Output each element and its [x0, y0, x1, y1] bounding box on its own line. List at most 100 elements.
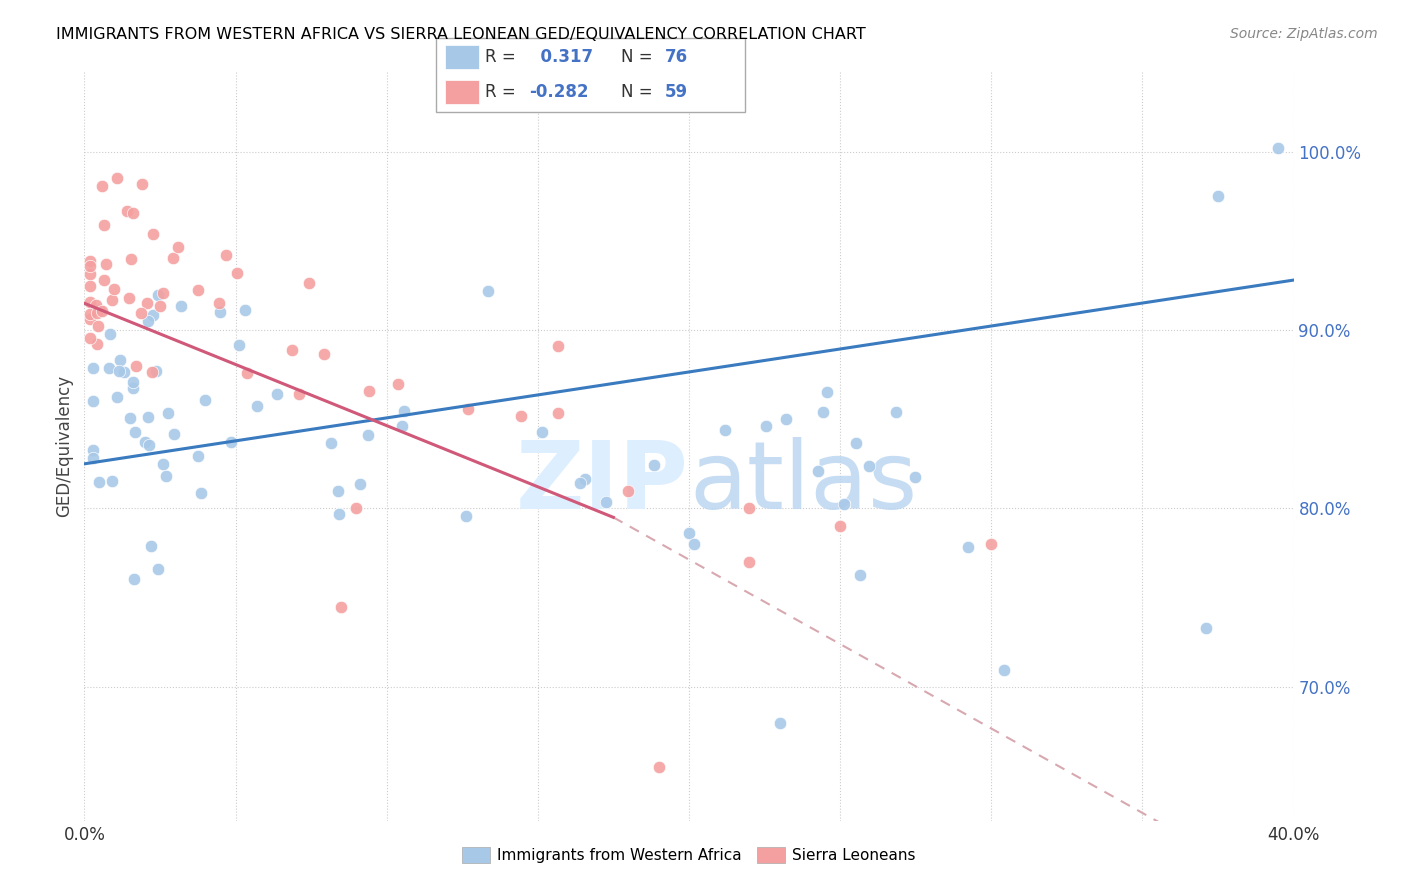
- Point: [103, 281, 125, 295]
- Point: [574, 472, 596, 486]
- Point: [209, 305, 232, 319]
- Point: [884, 405, 907, 419]
- Point: [139, 539, 162, 553]
- Point: [330, 599, 353, 614]
- Point: [510, 409, 533, 423]
- Point: [152, 457, 174, 471]
- Point: [547, 406, 569, 420]
- Point: [569, 475, 592, 490]
- Point: [457, 402, 479, 417]
- Point: [93, 218, 115, 232]
- Point: [79, 259, 101, 273]
- Point: [129, 306, 152, 320]
- Point: [904, 470, 927, 484]
- Point: [120, 410, 142, 425]
- Point: [94, 257, 117, 271]
- Point: [314, 347, 336, 361]
- Point: [226, 266, 249, 280]
- Point: [122, 572, 145, 586]
- Point: [236, 366, 259, 380]
- Point: [678, 525, 700, 540]
- Point: [356, 428, 378, 442]
- Point: [79, 254, 101, 268]
- Point: [769, 715, 792, 730]
- Point: [815, 384, 838, 399]
- Point: [89, 302, 111, 317]
- Point: [595, 494, 617, 508]
- Point: [387, 376, 409, 391]
- Point: [328, 508, 350, 522]
- Point: [115, 203, 138, 218]
- Point: [219, 435, 242, 450]
- Point: [82, 360, 104, 375]
- Point: [319, 436, 342, 450]
- Point: [101, 474, 124, 488]
- Point: [79, 307, 101, 321]
- Text: 0.317: 0.317: [529, 48, 593, 66]
- Point: [755, 419, 778, 434]
- Point: [146, 288, 169, 302]
- Point: [845, 435, 868, 450]
- Point: [392, 404, 415, 418]
- Point: [149, 299, 172, 313]
- Point: [142, 308, 165, 322]
- Point: [170, 299, 193, 313]
- Point: [118, 291, 141, 305]
- Point: [86, 336, 108, 351]
- Point: [194, 392, 217, 407]
- Text: N =: N =: [621, 83, 658, 101]
- Point: [86, 306, 108, 320]
- Point: [956, 540, 979, 554]
- Point: [830, 519, 852, 533]
- Point: [643, 458, 665, 472]
- Point: [266, 387, 288, 401]
- Point: [162, 251, 184, 265]
- Point: [138, 437, 160, 451]
- Point: [326, 484, 349, 499]
- Y-axis label: GED/Equivalency: GED/Equivalency: [55, 375, 73, 517]
- Point: [993, 663, 1015, 677]
- Point: [125, 359, 148, 374]
- Point: [82, 394, 104, 409]
- Point: [141, 365, 163, 379]
- Point: [477, 284, 499, 298]
- Point: [134, 434, 156, 449]
- Point: [79, 311, 101, 326]
- Point: [110, 353, 132, 368]
- Point: [136, 409, 159, 424]
- Point: [112, 366, 135, 380]
- Text: -0.282: -0.282: [529, 83, 588, 101]
- Point: [228, 338, 250, 352]
- Point: [233, 302, 256, 317]
- Point: [90, 179, 112, 194]
- Point: [79, 278, 101, 293]
- Point: [141, 227, 163, 242]
- Point: [391, 419, 413, 434]
- Point: [832, 497, 855, 511]
- Point: [107, 364, 129, 378]
- Point: [124, 425, 146, 439]
- Bar: [446, 80, 479, 104]
- Point: [648, 760, 671, 774]
- Point: [346, 501, 368, 516]
- Point: [131, 177, 153, 191]
- Point: [155, 468, 177, 483]
- Point: [79, 267, 101, 281]
- Point: [807, 464, 830, 478]
- Point: [120, 252, 142, 267]
- Point: [163, 426, 186, 441]
- Point: [97, 361, 120, 376]
- Point: [82, 450, 104, 465]
- Point: [1206, 189, 1229, 203]
- Point: [617, 483, 640, 498]
- Point: [738, 501, 761, 516]
- Text: R =: R =: [485, 48, 522, 66]
- Bar: [446, 45, 479, 69]
- Point: [157, 406, 180, 420]
- Point: [187, 450, 209, 464]
- Point: [122, 375, 145, 389]
- Point: [187, 283, 209, 297]
- Point: [531, 425, 554, 439]
- Point: [93, 273, 115, 287]
- Text: 59: 59: [665, 83, 688, 101]
